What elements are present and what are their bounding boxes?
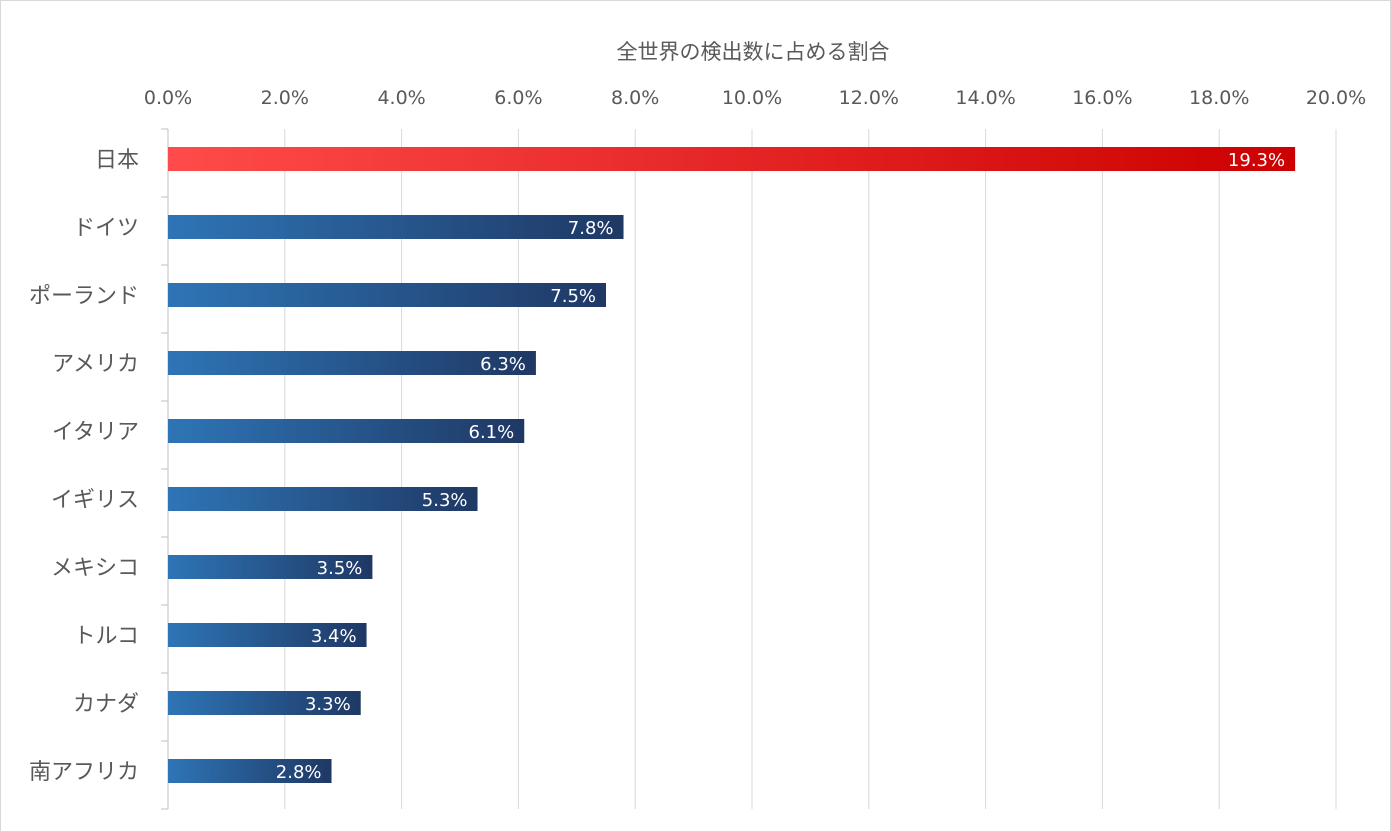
bar (168, 351, 536, 375)
data-label: 7.5% (550, 286, 596, 307)
x-tick-label: 8.0% (611, 87, 659, 109)
bar (168, 283, 606, 307)
category-label: 南アフリカ (29, 760, 139, 785)
bar (168, 487, 478, 511)
x-tick-label: 20.0% (1306, 87, 1366, 109)
data-label: 3.3% (305, 694, 351, 715)
x-tick-label: 14.0% (955, 87, 1015, 109)
category-label: メキシコ (51, 556, 139, 581)
bar (168, 215, 624, 239)
category-label: アメリカ (52, 352, 139, 377)
category-label: ドイツ (73, 216, 139, 241)
category-label: ポーランド (29, 284, 139, 309)
bar (168, 147, 1296, 171)
x-tick-label: 12.0% (839, 87, 899, 109)
bar (168, 691, 361, 715)
x-axis-title: 全世界の検出数に占める割合 (617, 40, 890, 64)
x-tick-label: 0.0% (144, 87, 192, 109)
bar (168, 759, 332, 783)
x-tick-label: 6.0% (494, 87, 542, 109)
bar (168, 623, 367, 647)
category-label: 日本 (95, 148, 139, 173)
data-label: 19.3% (1228, 150, 1285, 171)
bar (168, 555, 373, 579)
data-label: 7.8% (568, 218, 614, 239)
bar (168, 419, 525, 443)
data-labels: 19.3% 7.8% 7.5% 6.3% 6.1% 5.3% 3.5% 3.4% 3.3% 2.8… (276, 150, 1285, 783)
bars (168, 147, 1296, 783)
category-label: カナダ (73, 692, 139, 717)
data-label: 2.8% (276, 762, 322, 783)
category-label: イタリア (52, 420, 139, 445)
data-label: 3.4% (311, 626, 357, 647)
x-tick-label: 18.0% (1189, 87, 1249, 109)
data-label: 6.1% (469, 422, 515, 443)
data-label: 3.5% (317, 558, 363, 579)
data-label: 5.3% (422, 490, 468, 511)
x-tick-label: 2.0% (261, 87, 309, 109)
x-tick-label: 4.0% (377, 87, 425, 109)
category-label: イギリス (51, 488, 139, 513)
gridlines (161, 128, 1337, 810)
x-tick-labels: 0.0% 2.0% 4.0% 6.0% 8.0% 10.0% 12.0% 14.0% 16.0%… (144, 87, 1366, 109)
x-tick-label: 10.0% (722, 87, 782, 109)
data-label: 6.3% (480, 354, 526, 375)
x-tick-label: 16.0% (1072, 87, 1132, 109)
category-label: トルコ (73, 624, 139, 649)
